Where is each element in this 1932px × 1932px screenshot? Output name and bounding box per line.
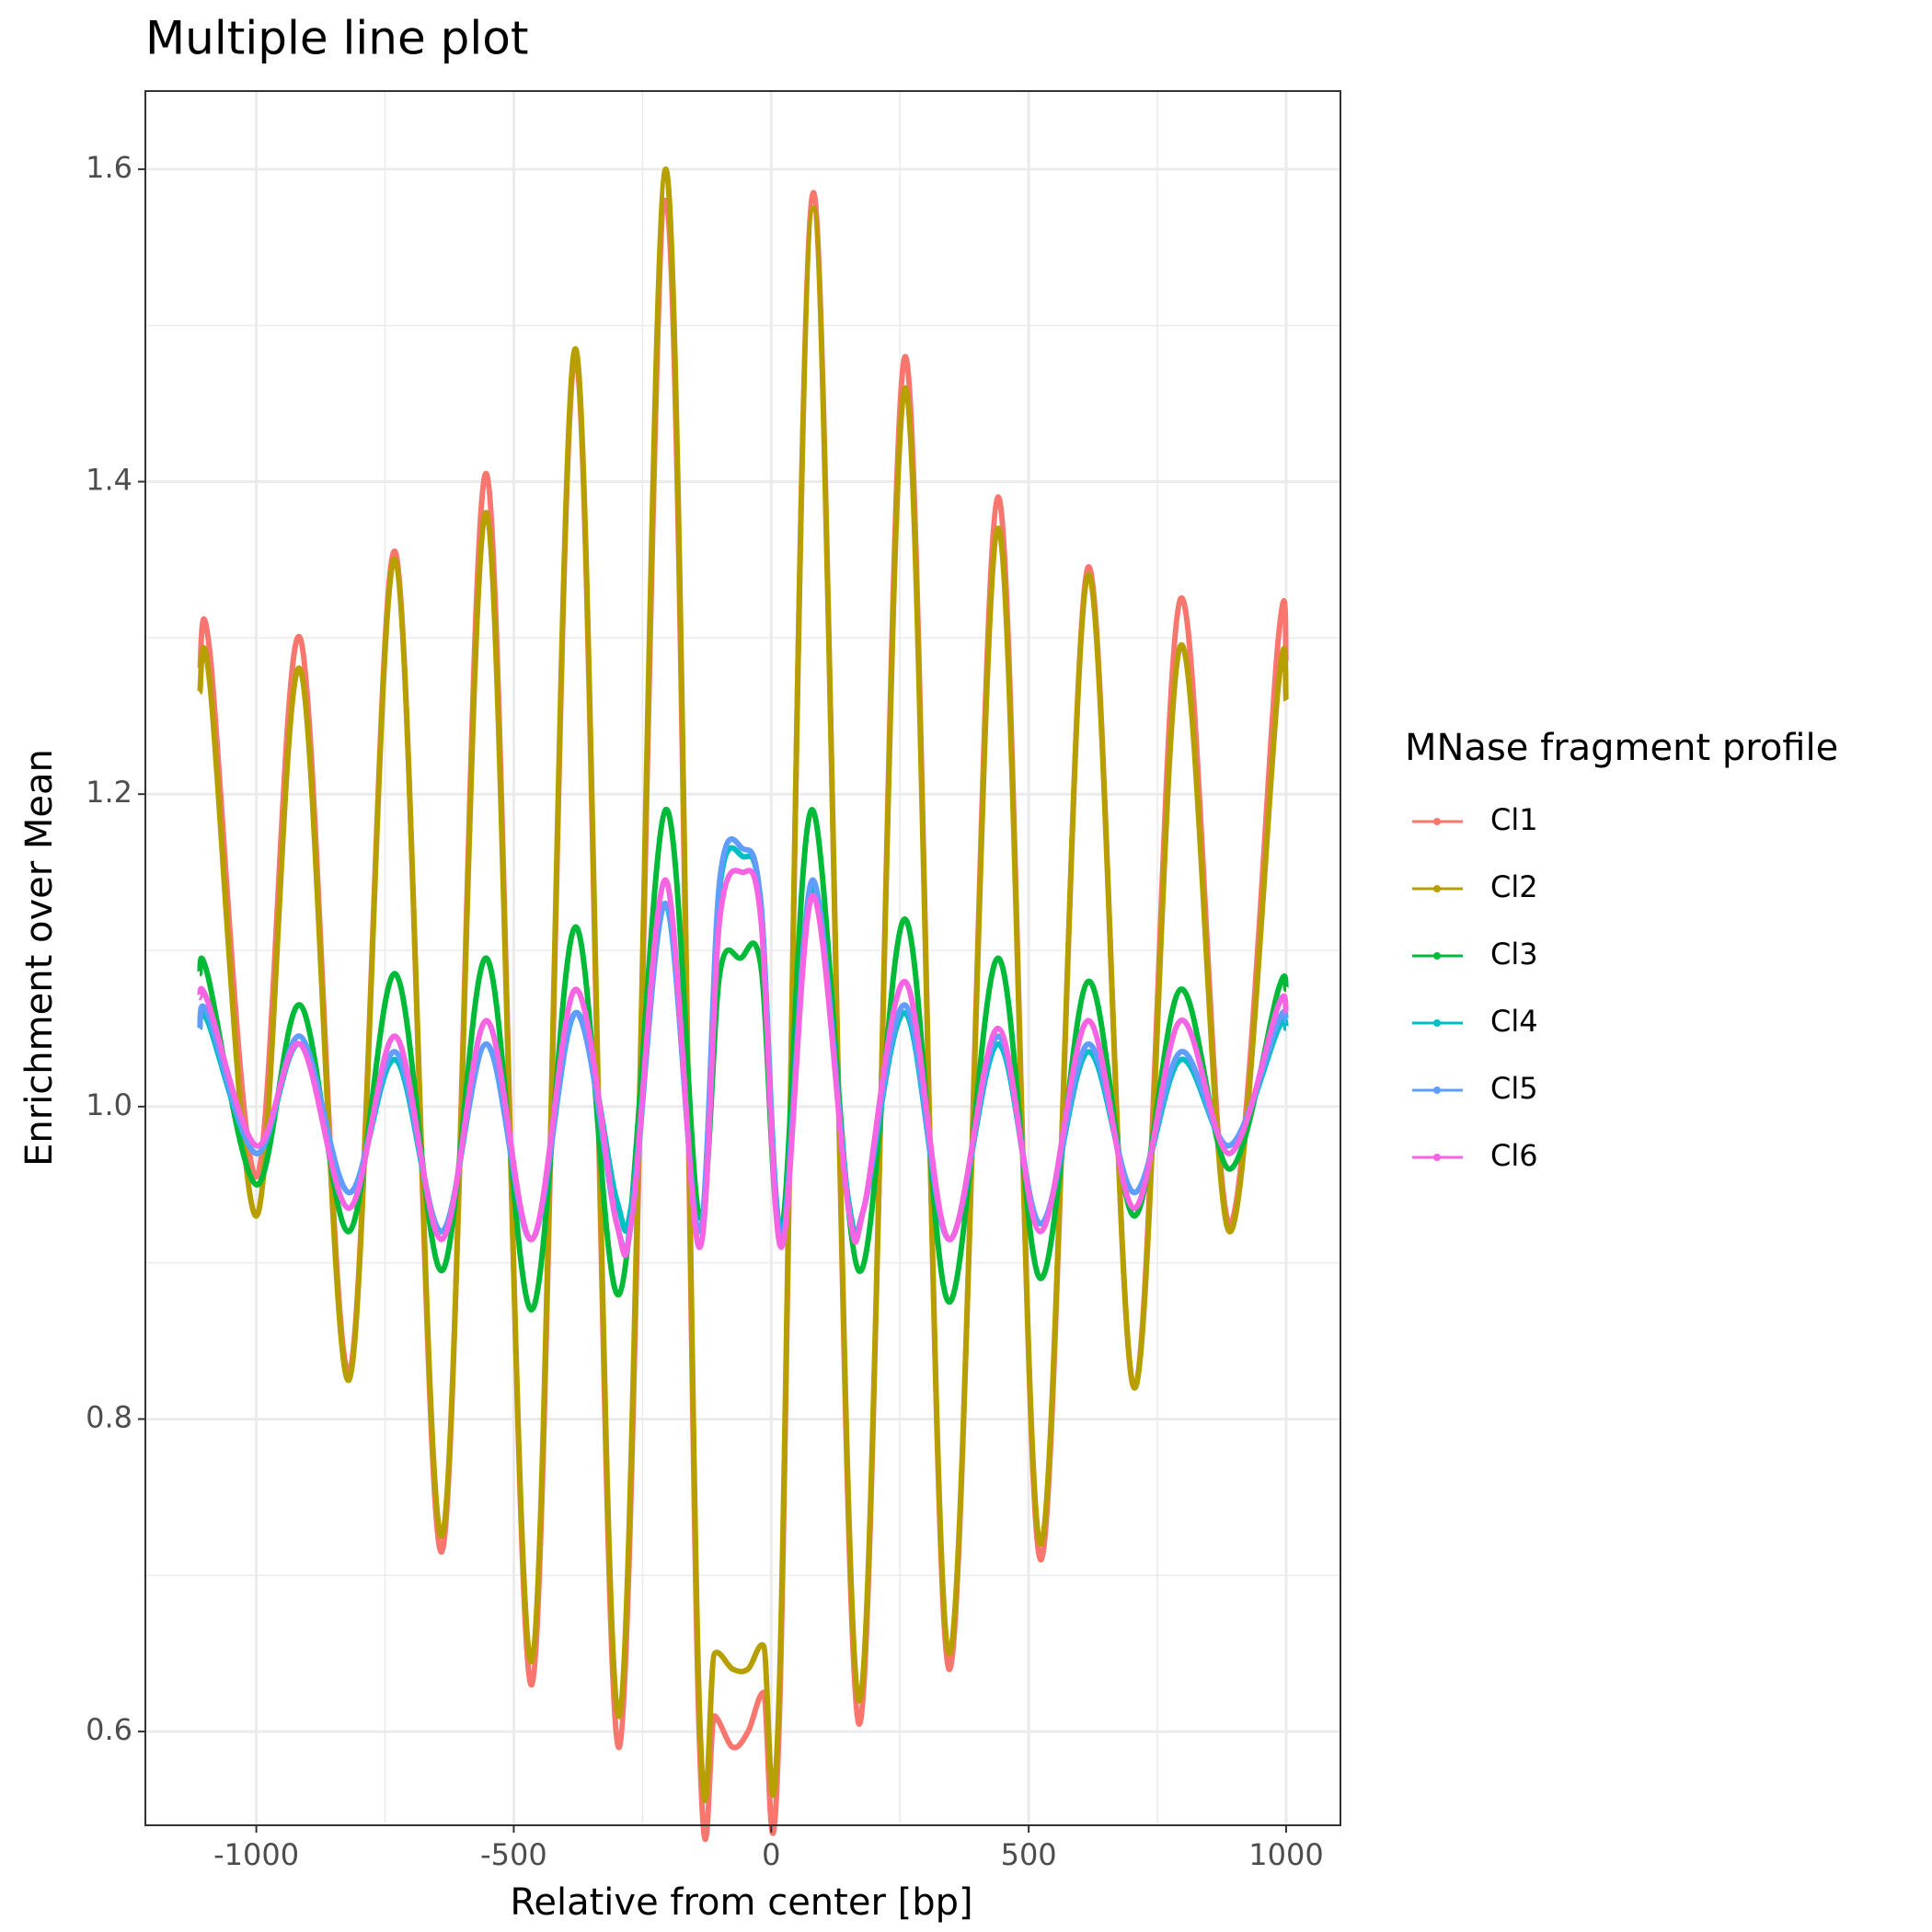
- series-line: [197, 868, 1289, 1259]
- legend-label: Cl3: [1490, 937, 1538, 972]
- grid: [145, 91, 1340, 1825]
- legend-key-point: [1433, 885, 1441, 892]
- y-tick-label: 0.8: [86, 1399, 132, 1434]
- legend-label: Cl6: [1490, 1138, 1538, 1173]
- legend-key-point: [1433, 1019, 1441, 1027]
- y-axis-label: Enrichment over Mean: [18, 749, 61, 1167]
- legend-key-point: [1433, 952, 1441, 960]
- x-tick-label: 1000: [1248, 1837, 1323, 1872]
- x-tick-label: 0: [762, 1837, 780, 1872]
- x-tick-label: -1000: [213, 1837, 299, 1872]
- y-tick-label: 0.6: [86, 1712, 132, 1747]
- legend-key-point: [1433, 1087, 1441, 1094]
- x-tick-label: 500: [1001, 1837, 1057, 1872]
- series-line: [197, 166, 1289, 1803]
- y-tick-label: 1.2: [86, 775, 132, 810]
- x-tick-label: -500: [480, 1837, 547, 1872]
- series-line: [197, 190, 1289, 1843]
- panel-border: [144, 90, 1341, 1826]
- y-tick-label: 1.0: [86, 1087, 132, 1122]
- legend-key-point: [1433, 1154, 1441, 1161]
- legend-label: Cl5: [1490, 1071, 1538, 1106]
- x-axis-label: Relative from center [bp]: [510, 1881, 972, 1924]
- legend-key-point: [1433, 818, 1441, 825]
- y-tick-label: 1.6: [86, 150, 132, 185]
- y-tick-label: 1.4: [86, 463, 132, 498]
- legend-label: Cl2: [1490, 869, 1538, 904]
- legend-label: Cl4: [1490, 1004, 1538, 1039]
- legend-label: Cl1: [1490, 802, 1538, 837]
- lines: [197, 166, 1289, 1843]
- chart-title: Multiple line plot: [145, 12, 528, 65]
- legend-title: MNase fragment profile: [1405, 727, 1838, 769]
